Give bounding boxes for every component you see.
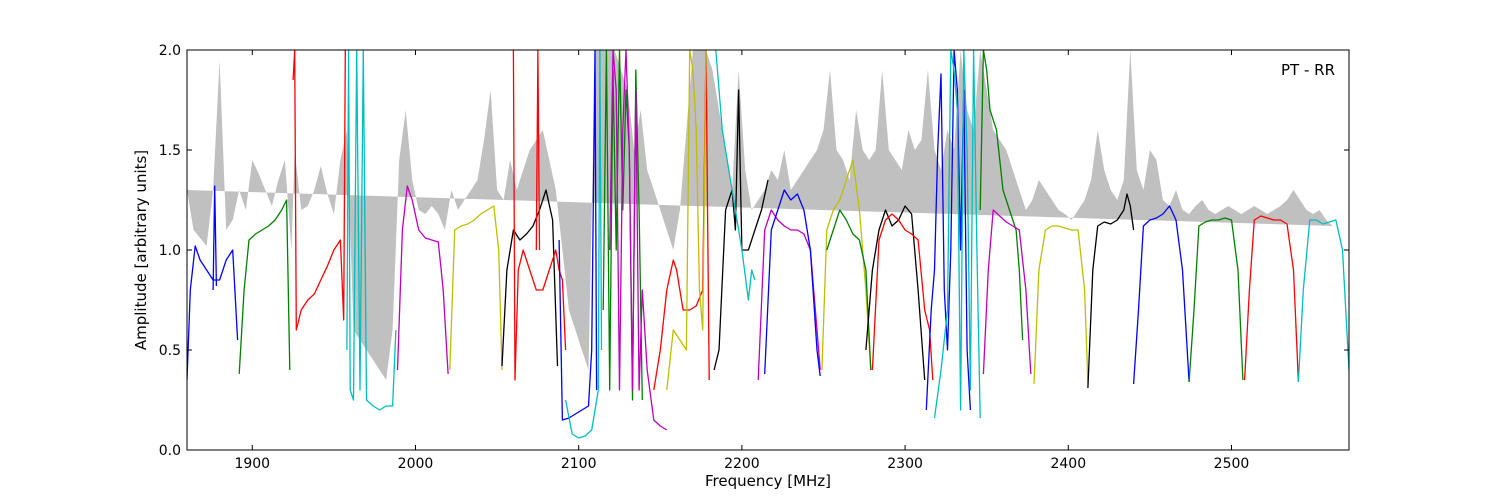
series-line-2: [212, 185, 218, 291]
y-tick-label: 1.5: [159, 143, 181, 159]
y-tick-label: 2.0: [159, 43, 181, 59]
series-line-33: [1243, 215, 1300, 383]
x-tick-label: 1900: [234, 456, 270, 472]
x-tick-label: 2400: [1050, 456, 1086, 472]
series-line-20: [764, 189, 821, 377]
y-axis-ticks: 0.0 0.5 1.0 1.5 2.0: [159, 43, 1349, 459]
series-line-13: [602, 50, 643, 401]
series-line-8: [501, 189, 559, 367]
x-axis-label: Frequency [MHz]: [705, 472, 831, 490]
envelope-layer: [187, 50, 1333, 380]
series-line-3: [238, 199, 291, 375]
series-line-14: [609, 50, 668, 431]
series-line-31: [1132, 205, 1190, 385]
envelope-band: [187, 50, 1333, 380]
series-line-21: [821, 159, 872, 371]
plot-annotation: PT - RR: [1281, 61, 1335, 79]
series-line-16: [666, 50, 707, 391]
x-axis-ticks: 1900 2000 2100 2200 2300 2400 2500: [234, 50, 1249, 472]
series-line-26: [933, 50, 981, 419]
series-layer: [187, 50, 1349, 439]
y-tick-label: 0.5: [159, 343, 181, 359]
series-line-29: [1033, 225, 1089, 385]
series-line-34: [1297, 219, 1349, 383]
series-line-32: [1188, 217, 1244, 383]
series-line-30: [1087, 193, 1135, 389]
series-line-5: [346, 50, 397, 411]
x-tick-label: 2000: [398, 456, 434, 472]
x-tick-label: 2300: [887, 456, 923, 472]
y-axis-label: Amplitude [arbitrary units]: [132, 150, 150, 350]
series-line-6: [396, 185, 449, 375]
series-line-17: [713, 89, 769, 371]
series-line-24: [871, 213, 934, 381]
y-tick-label: 1.0: [159, 243, 181, 259]
y-tick-label: 0.0: [159, 443, 181, 459]
series-line-27: [979, 50, 1024, 341]
series-line-23: [865, 205, 926, 381]
series-line-12: [564, 50, 603, 439]
series-line-22: [826, 209, 872, 371]
x-tick-label: 2100: [561, 456, 597, 472]
x-tick-label: 2500: [1214, 456, 1250, 472]
series-line-28: [982, 209, 1032, 375]
series-line-10: [535, 50, 541, 251]
series-line-11: [558, 50, 598, 421]
series-line-18: [715, 50, 756, 301]
series-line-7: [449, 205, 503, 371]
series-line-4: [292, 50, 346, 331]
x-tick-label: 2200: [724, 456, 760, 472]
series-line-1: [187, 245, 239, 381]
